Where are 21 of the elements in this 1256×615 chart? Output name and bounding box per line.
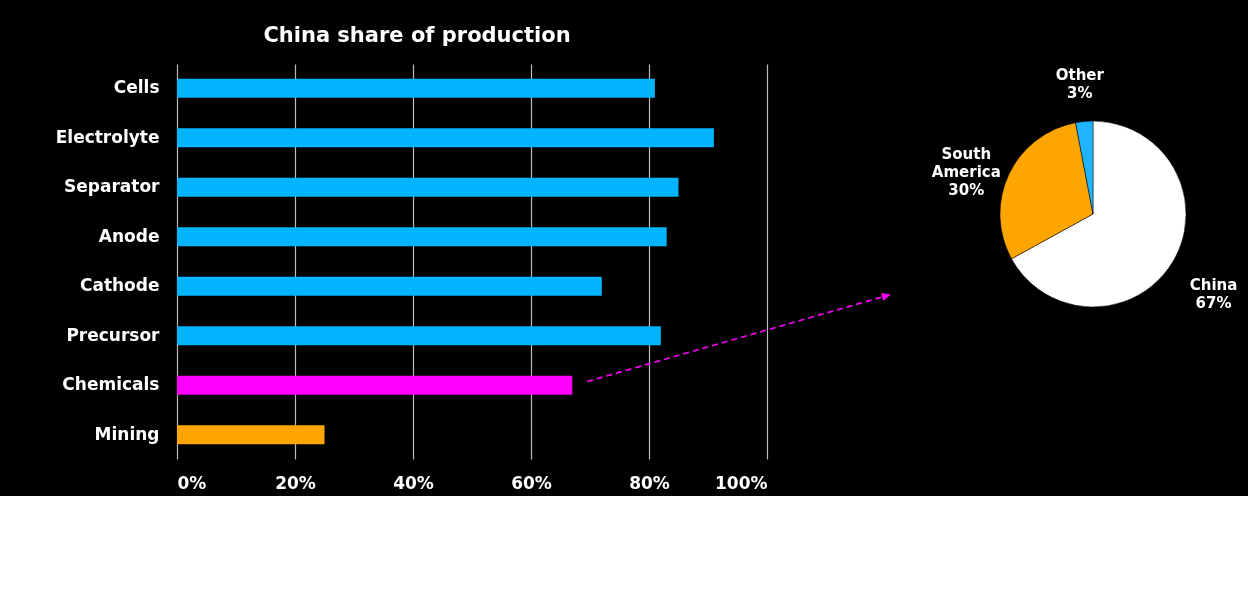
data-label: 3% bbox=[1067, 83, 1093, 102]
y-tick-label: Cells bbox=[113, 77, 160, 98]
x-tick-label: 40% bbox=[393, 472, 434, 493]
x-tick-label: 60% bbox=[511, 472, 552, 493]
data-label: 67% bbox=[1195, 294, 1232, 313]
y-tick-label: Precursor bbox=[66, 324, 161, 345]
slice-label: Other bbox=[1055, 65, 1105, 84]
y-tick-label: Cathode bbox=[79, 275, 160, 296]
slice-label: China bbox=[1189, 276, 1238, 295]
y-tick-label: Separator bbox=[64, 176, 161, 197]
y-tick-label: Electrolyte bbox=[55, 126, 160, 147]
x-tick-label: 20% bbox=[275, 472, 316, 493]
y-tick-label: Chemicals bbox=[62, 374, 160, 395]
x-tick-label: 80% bbox=[629, 472, 670, 493]
x-tick-label: 0% bbox=[177, 472, 207, 493]
data-label: 30% bbox=[948, 181, 985, 200]
chart-title: China share of production bbox=[263, 23, 571, 47]
y-tick-label: Mining bbox=[94, 423, 160, 444]
slice-label: South America bbox=[931, 145, 1001, 182]
y-tick-label: Anode bbox=[98, 225, 160, 246]
x-tick-label: 100% bbox=[714, 472, 768, 493]
